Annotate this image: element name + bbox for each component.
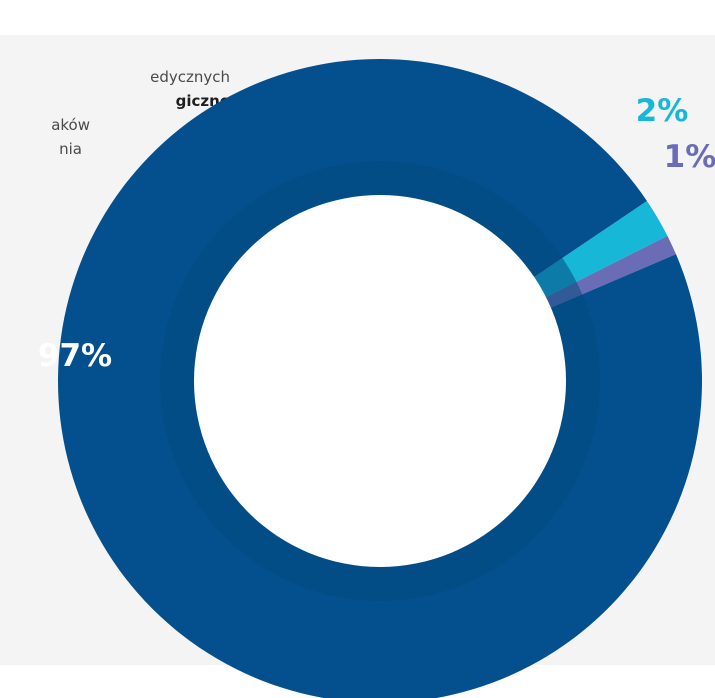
slice-label-2: 2% [636, 93, 689, 129]
caption-line-4: nia [59, 140, 82, 158]
caption-line-1: edycznych [150, 68, 230, 86]
slice-label-97: 97% [38, 338, 112, 374]
donut-hole [194, 195, 566, 567]
slice-label-1: 1% [664, 139, 715, 175]
caption-line-3: aków [51, 116, 90, 134]
